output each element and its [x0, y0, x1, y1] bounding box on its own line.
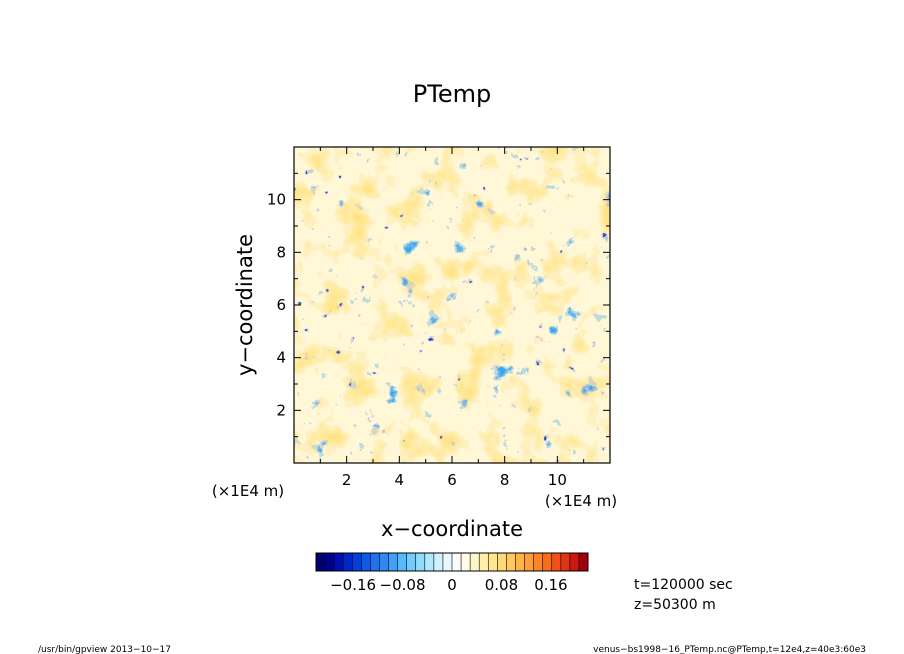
colorbar-swatch [497, 553, 507, 571]
colorbar-swatch [388, 553, 398, 571]
colorbar [315, 552, 589, 572]
colorbar-swatch [560, 553, 571, 571]
x-tick-label: 8 [500, 471, 510, 489]
colorbar-swatch [515, 553, 525, 571]
colorbar-swatch [488, 553, 498, 571]
colorbar-swatch [316, 553, 326, 571]
x-axis-unit: (×1E4 m) [545, 492, 617, 510]
y-axis-ticks: 2 4 6 8 10 [267, 172, 610, 438]
colorbar-swatch [406, 553, 417, 571]
colorbar-swatch [551, 553, 562, 571]
y-tick-label: 6 [276, 296, 286, 314]
colorbar-swatch [352, 553, 362, 571]
colorbar-swatch [433, 553, 444, 571]
footer-left: /usr/bin/gpview 2013−10−17 [38, 645, 171, 654]
colorbar-tick-label: −0.16 [330, 576, 376, 594]
colorbar-swatch [361, 553, 371, 571]
x-tick-label: 10 [548, 471, 567, 489]
colorbar-swatch [379, 553, 389, 571]
colorbar-swatch [452, 553, 462, 571]
colorbar-tick-label: −0.08 [380, 576, 426, 594]
y-tick-label: 10 [267, 191, 286, 209]
time-annotation: t=120000 sec [634, 577, 733, 593]
x-tick-label: 6 [447, 471, 457, 489]
chart-title: PTemp [413, 80, 491, 108]
colorbar-swatch [415, 553, 426, 571]
colorbar-swatch [343, 553, 353, 571]
colorbar-swatch [442, 553, 453, 571]
x-tick-label: 2 [342, 471, 352, 489]
colorbar-swatch [325, 553, 335, 571]
colorbar-swatch [397, 553, 407, 571]
y-axis-label: y−coordinate [233, 234, 257, 376]
footer-right: venus−bs1998−16_PTemp.nc@PTemp,t=12e4,z=… [593, 645, 866, 654]
colorbar-frame [315, 552, 589, 572]
colorbar-swatch [506, 553, 516, 571]
colorbar-swatch [370, 553, 380, 571]
y-tick-label: 8 [276, 243, 286, 261]
colorbar-swatch [470, 553, 480, 571]
colorbar-tick-label: 0.16 [534, 576, 567, 594]
x-tick-label: 4 [395, 471, 405, 489]
colorbar-swatch [578, 553, 589, 571]
colorbar-swatch [479, 553, 489, 571]
height-annotation: z=50300 m [634, 597, 716, 613]
colorbar-tick-label: 0.08 [485, 576, 518, 594]
colorbar-swatch [569, 553, 580, 571]
colorbar-swatch [524, 553, 534, 571]
heatmap-field [294, 147, 610, 463]
y-axis-unit: (×1E4 m) [212, 482, 284, 500]
colorbar-swatch [424, 553, 435, 571]
colorbar-swatch [542, 553, 553, 571]
colorbar-swatch [334, 553, 344, 571]
colorbar-tick-label: 0 [447, 576, 457, 594]
x-axis-ticks: 2 4 6 8 10 [319, 147, 585, 489]
colorbar-swatch [533, 553, 543, 571]
colorbar-swatch [461, 553, 471, 571]
colorbar-ticks: −0.16 −0.08 0 0.08 0.16 [330, 576, 568, 594]
x-axis-label: x−coordinate [381, 517, 523, 541]
y-tick-label: 4 [276, 349, 286, 367]
y-tick-label: 2 [276, 401, 286, 419]
